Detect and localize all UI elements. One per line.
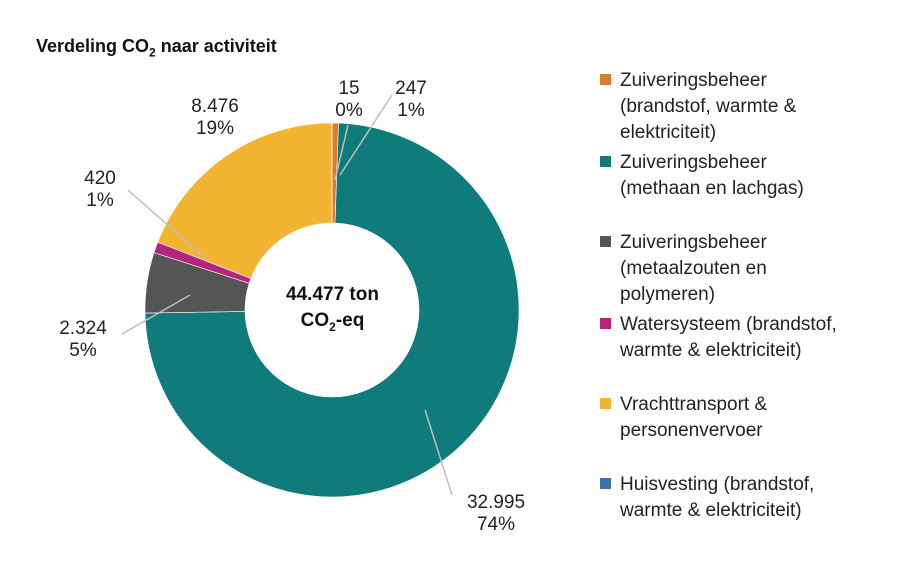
leader-line (121, 294, 191, 335)
slice-value: 247 (395, 78, 427, 99)
chart-legend: Zuiveringsbeheer (brandstof, warmte & elek… (600, 0, 910, 584)
slice-percent: 5% (69, 340, 97, 361)
slice-value: 2.324 (59, 318, 107, 339)
slice-label-zuivering-brandstof: 247 1% (388, 78, 434, 122)
legend-label: Zuiveringsbeheer (brandstof, warmte & elek… (620, 70, 797, 143)
slice-value: 8.476 (191, 96, 239, 117)
legend-label: Huisvesting (brandstof, warmte & elektric… (620, 474, 815, 521)
center-total-unit: CO2-eq (300, 310, 365, 334)
slice-label-huisvesting: 15 0% (329, 78, 369, 122)
center-total-value: 44.477 ton (286, 284, 379, 305)
slice-percent: 19% (195, 118, 235, 139)
legend-swatch (600, 156, 611, 167)
slice-percent: 0% (335, 100, 363, 121)
donut-slice (157, 122, 333, 279)
donut-slice (144, 122, 520, 498)
slice-label-metaalzouten: 2.324 5% (48, 318, 118, 362)
legend-swatch (600, 236, 611, 247)
legend-swatch (600, 478, 611, 489)
slice-label-methaan: 32.995 74% (456, 492, 536, 536)
slice-value: 32.995 (466, 492, 526, 513)
donut-center-total: 44.477 ton CO2-eq (250, 282, 415, 340)
legend-swatch (600, 398, 611, 409)
leader-line (424, 409, 453, 496)
slice-value: 420 (84, 168, 116, 189)
leader-line (127, 189, 206, 259)
slice-label-watersysteem: 420 1% (78, 168, 122, 212)
slice-percent: 74% (476, 514, 516, 535)
leader-line (334, 124, 349, 181)
slice-percent: 1% (397, 100, 425, 121)
leader-line (339, 94, 393, 176)
slice-value: 15 (338, 78, 360, 99)
chart-title: Verdeling CO2 naar activiteit (36, 36, 277, 60)
slice-percent: 1% (86, 190, 114, 211)
legend-swatch (600, 74, 611, 85)
slice-label-vrachttransport: 8.476 19% (180, 96, 250, 140)
legend-label: Zuiveringsbeheer (metaalzouten en polymere… (620, 232, 767, 305)
legend-label: Watersysteem (brandstof, warmte & elektri… (620, 314, 837, 361)
legend-label: Vrachttransport & personenvervoer (620, 394, 768, 441)
legend-label: Zuiveringsbeheer (methaan en lachgas) (620, 152, 804, 199)
legend-swatch (600, 318, 611, 329)
